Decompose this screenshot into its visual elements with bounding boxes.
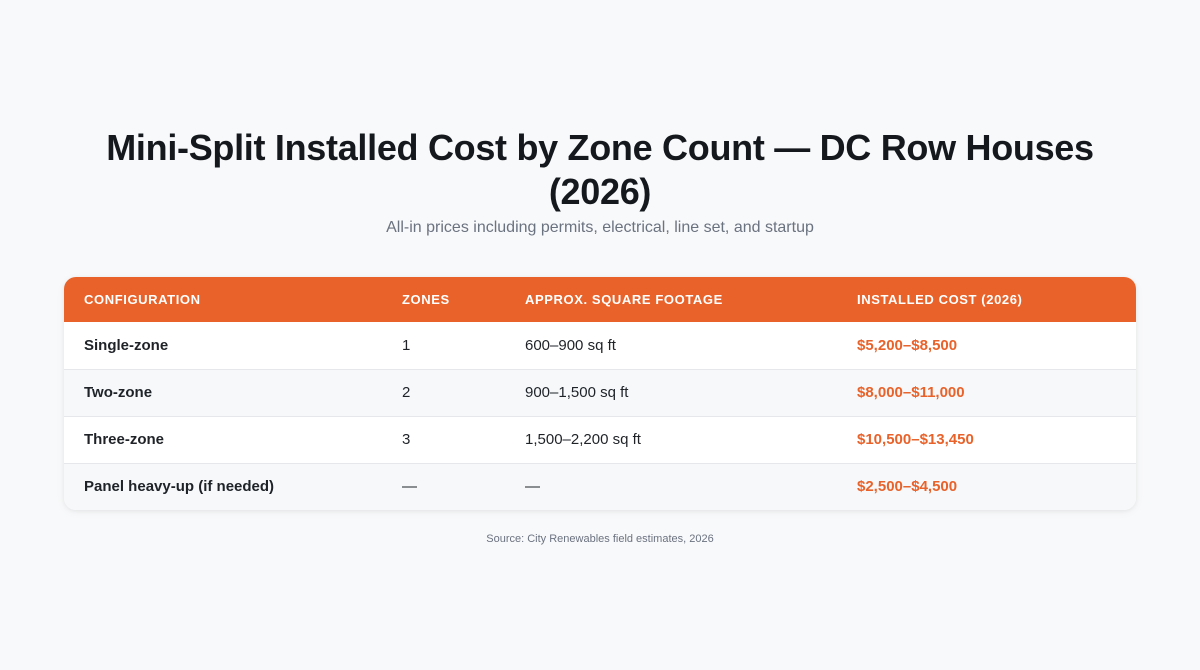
cell-zones: — — [402, 478, 417, 496]
table-header-row: CONFIGURATION ZONES APPROX. SQUARE FOOTA… — [64, 277, 1136, 322]
cell-installed-cost: $5,200–$8,500 — [857, 336, 958, 354]
cell-square-footage: 1,500–2,200 sq ft — [525, 431, 641, 448]
table-row: Single-zone 1 600–900 sq ft $5,200–$8,50… — [64, 322, 1136, 369]
cost-table-card: CONFIGURATION ZONES APPROX. SQUARE FOOTA… — [64, 277, 1136, 510]
page-subtitle: All-in prices including permits, electri… — [386, 219, 814, 236]
cell-installed-cost: $2,500–$4,500 — [857, 478, 958, 496]
table-row: Two-zone 2 900–1,500 sq ft $8,000–$11,00… — [64, 369, 1136, 416]
cell-installed-cost: $10,500–$13,450 — [857, 431, 974, 448]
cell-square-footage: 900–1,500 sq ft — [525, 384, 629, 401]
column-header-zones: ZONES — [402, 292, 450, 307]
cell-configuration: Two-zone — [84, 384, 153, 401]
table-row: Three-zone 3 1,500–2,200 sq ft $10,500–$… — [64, 416, 1136, 463]
cell-installed-cost: $8,000–$11,000 — [857, 384, 965, 401]
source-note: Source: City Renewables field estimates,… — [486, 533, 714, 545]
column-header-installed-cost: INSTALLED COST (2026) — [857, 292, 1023, 307]
column-header-square-footage: APPROX. SQUARE FOOTAGE — [525, 292, 723, 307]
cell-zones: 3 — [402, 431, 411, 448]
cell-zones: 1 — [402, 336, 411, 354]
table-row: Panel heavy-up (if needed) — — $2,500–$4… — [64, 463, 1136, 510]
column-header-configuration: CONFIGURATION — [84, 292, 201, 307]
cell-square-footage: 600–900 sq ft — [525, 336, 616, 354]
page-title: Mini-Split Installed Cost by Zone Count … — [106, 127, 1094, 212]
cell-configuration: Single-zone — [84, 336, 169, 354]
cell-zones: 2 — [402, 384, 411, 401]
cell-configuration: Three-zone — [84, 431, 165, 448]
cell-configuration: Panel heavy-up (if needed) — [84, 478, 275, 496]
cost-table: CONFIGURATION ZONES APPROX. SQUARE FOOTA… — [64, 277, 1136, 510]
cell-square-footage: — — [525, 478, 540, 496]
